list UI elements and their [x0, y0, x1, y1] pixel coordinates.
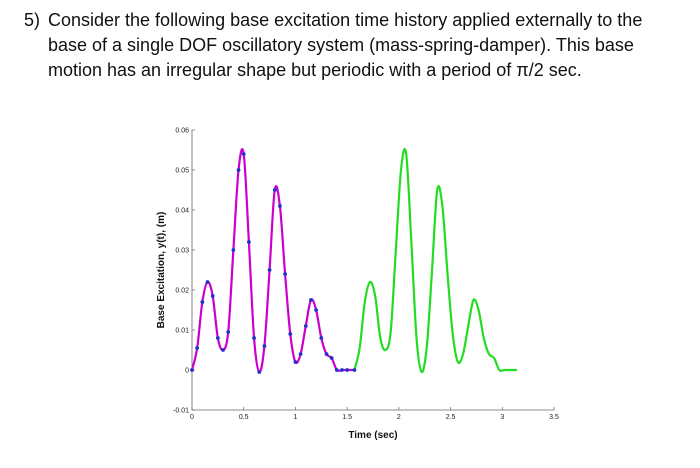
data-point: [241, 152, 246, 156]
problem-statement: 5) Consider the following base excitatio…: [24, 8, 684, 83]
data-point: [221, 348, 225, 352]
data-point: [252, 336, 256, 340]
x-tick-label: 0.5: [239, 414, 249, 421]
data-point: [283, 272, 287, 276]
x-tick-label: 3: [500, 414, 504, 421]
x-tick-label: 1.5: [342, 414, 352, 421]
y-tick-label: 0.03: [175, 248, 189, 255]
chart-markers: [190, 152, 357, 374]
x-tick-label: 2.5: [446, 414, 456, 421]
data-point: [205, 280, 210, 284]
x-tick-label: 3.5: [549, 414, 559, 421]
y-tick-label: 0.02: [175, 288, 189, 295]
y-tick-label: 0.05: [175, 168, 189, 175]
problem-text: Consider the following base excitation t…: [48, 10, 643, 80]
data-point: [352, 368, 357, 372]
data-point: [190, 368, 194, 372]
data-point: [278, 204, 282, 208]
data-point: [345, 368, 350, 372]
data-point: [298, 352, 303, 356]
x-tick-label: 0: [190, 414, 194, 421]
chart-ticks: 0 0.5 1 1.5 2 2.5 3 3.5-0.0100.010.020.030.040.…: [173, 128, 559, 422]
data-point: [257, 370, 262, 374]
problem-number: 5): [24, 10, 41, 30]
series-line-1: [190, 148, 355, 374]
chart-axes: [191, 130, 554, 411]
y-tick-label: -0.01: [173, 408, 189, 415]
data-point: [231, 248, 236, 252]
data-point: [210, 294, 215, 298]
data-point: [267, 268, 272, 272]
data-point: [200, 300, 205, 304]
x-tick-label: 1: [293, 414, 297, 421]
x-axis-label: Time (sec): [348, 430, 397, 441]
y-tick-label: 0.04: [175, 208, 189, 215]
data-point: [195, 346, 200, 350]
series-line-2: [353, 148, 517, 374]
y-axis-label: Base Excitation, y(t), (m): [156, 212, 167, 329]
y-tick-label: 0.01: [175, 328, 189, 335]
data-point: [324, 352, 329, 356]
data-point: [303, 324, 308, 328]
data-point: [309, 298, 313, 302]
data-point: [340, 368, 344, 372]
data-point: [262, 344, 267, 348]
y-tick-label: 0.06: [175, 128, 189, 135]
y-tick-label: 0: [185, 368, 189, 375]
data-point: [236, 168, 241, 172]
data-point: [329, 356, 334, 360]
data-point: [246, 240, 251, 244]
data-point: [319, 336, 324, 340]
data-point: [314, 308, 319, 312]
data-point: [215, 336, 220, 340]
data-point: [288, 332, 293, 336]
x-tick-label: 2: [397, 414, 401, 421]
data-point: [226, 330, 231, 334]
data-point: [272, 188, 277, 192]
data-point: [293, 360, 298, 364]
data-point: [334, 368, 339, 372]
chart-series: [190, 148, 517, 374]
